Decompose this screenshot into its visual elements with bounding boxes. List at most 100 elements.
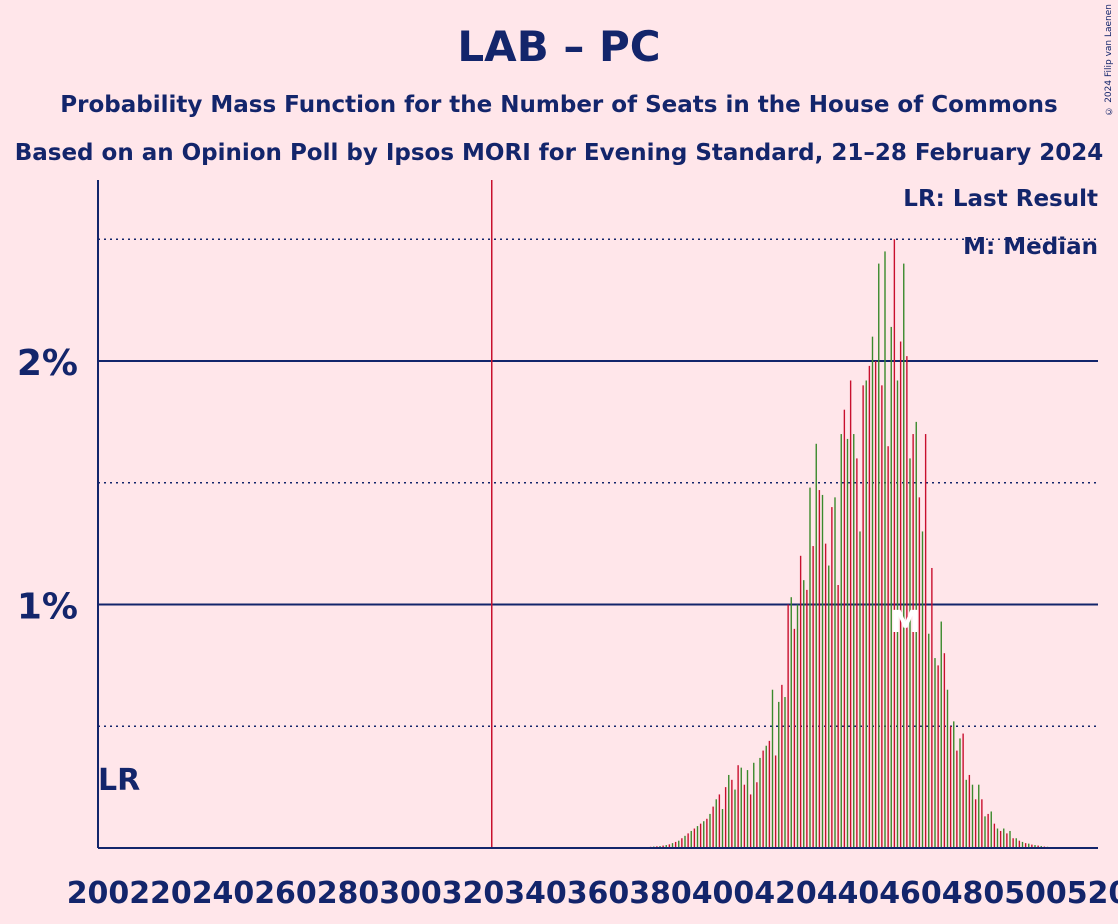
x-tick-label: 460 — [879, 876, 942, 911]
bar-seat-407 — [743, 784, 746, 848]
bar-seat-477 — [962, 733, 964, 848]
bar-seat-417 — [774, 755, 777, 848]
bar-seat-424 — [796, 604, 799, 848]
x-tick-label: 220 — [129, 876, 192, 911]
bar-seat-393 — [699, 823, 702, 848]
chart-source: Based on an Opinion Poll by Ipsos MORI f… — [14, 140, 1104, 166]
bar-seat-475 — [956, 750, 958, 848]
legend-last-result: LR: Last Result — [903, 186, 1098, 212]
bar-seat-435 — [831, 507, 833, 848]
bar-seat-422 — [790, 597, 792, 848]
bar-seat-491 — [1006, 833, 1008, 848]
bar-seat-469 — [937, 665, 939, 848]
bar-seat-460 — [909, 458, 911, 848]
bar-seat-399 — [718, 794, 721, 848]
bar-seat-474 — [953, 721, 955, 848]
bar-seat-454 — [890, 326, 892, 848]
bar-seat-418 — [778, 701, 780, 848]
bar-seat-448 — [871, 336, 874, 848]
bar-seat-414 — [765, 745, 767, 848]
bar-seat-501 — [1037, 845, 1039, 848]
x-tick-label: 280 — [317, 876, 380, 911]
bar-seat-404 — [734, 789, 736, 848]
bar-seat-499 — [1031, 844, 1033, 848]
bar-seat-438 — [840, 434, 842, 848]
bar-seat-466 — [928, 633, 930, 848]
bar-seat-386 — [678, 840, 680, 848]
bar-seat-473 — [949, 726, 952, 848]
bar-seat-446 — [865, 380, 867, 848]
bar-seat-405 — [737, 765, 739, 848]
bar-seat-498 — [1028, 843, 1030, 848]
bar-seat-480 — [971, 784, 974, 848]
x-tick-label: 240 — [192, 876, 255, 911]
bar-seat-471 — [943, 653, 946, 848]
bar-seat-450 — [878, 263, 880, 849]
last-result-label: LR — [98, 763, 140, 798]
bar-seat-495 — [1018, 840, 1021, 848]
bar-seat-463 — [918, 497, 921, 848]
bar-seat-478 — [965, 779, 967, 848]
x-tick-label: 200 — [67, 876, 130, 911]
bar-seat-500 — [1034, 845, 1036, 848]
bar-seat-384 — [671, 843, 674, 848]
median-label: M — [890, 605, 920, 640]
bar-seat-483 — [981, 799, 983, 848]
bar-seat-401 — [724, 787, 727, 848]
bar-seat-492 — [1009, 830, 1011, 848]
x-tick-label: 300 — [379, 876, 442, 911]
bar-seat-453 — [887, 446, 889, 848]
bar-seat-387 — [681, 838, 683, 848]
bar-seat-392 — [696, 826, 699, 848]
bar-seat-487 — [993, 823, 996, 848]
bar-seat-406 — [740, 767, 742, 848]
bar-seat-456 — [896, 380, 899, 848]
bar-seat-496 — [1021, 841, 1024, 848]
bar-seat-395 — [706, 818, 708, 848]
x-tick-label: 380 — [629, 876, 692, 911]
bar-seat-490 — [1003, 828, 1005, 848]
bar-seat-451 — [881, 385, 883, 848]
bar-seat-421 — [787, 604, 789, 848]
bar-seat-459 — [906, 356, 908, 848]
chart-subtitle: Probability Mass Function for the Number… — [60, 92, 1058, 118]
bar-seat-440 — [846, 438, 849, 848]
bar-seat-409 — [749, 794, 752, 848]
bar-seat-488 — [996, 828, 999, 848]
bar-seat-494 — [1015, 838, 1017, 848]
bar-seat-444 — [859, 531, 861, 848]
bar-seat-486 — [990, 811, 992, 848]
bar-seat-394 — [703, 821, 705, 848]
bar-seat-468 — [934, 658, 936, 848]
bar-seat-413 — [762, 750, 764, 848]
bar-seat-497 — [1024, 843, 1027, 848]
bar-seat-396 — [709, 813, 711, 848]
y-tick-label: 1% — [17, 587, 78, 628]
bar-seat-455 — [893, 239, 896, 848]
legend-median: M: Median — [963, 234, 1098, 260]
bar-seat-431 — [818, 490, 821, 848]
x-tick-label: 340 — [504, 876, 567, 911]
bar-seat-428 — [809, 487, 811, 848]
bar-seat-382 — [665, 845, 667, 848]
bar-seat-434 — [828, 565, 830, 848]
bar-seat-403 — [731, 779, 733, 848]
bar-seat-436 — [834, 497, 836, 848]
bar-seat-389 — [687, 833, 689, 848]
bar-seat-449 — [874, 361, 877, 848]
bar-seat-411 — [756, 782, 758, 848]
bar-seat-430 — [815, 443, 817, 848]
x-tick-label: 320 — [442, 876, 505, 911]
bar-seat-416 — [771, 689, 774, 848]
bar-seat-441 — [849, 380, 852, 848]
bar-seat-484 — [984, 816, 986, 848]
bar-seat-423 — [793, 628, 796, 848]
bar-seat-464 — [921, 531, 924, 848]
x-tick-label: 260 — [254, 876, 317, 911]
bar-seat-410 — [753, 762, 755, 848]
bar-seat-397 — [712, 806, 714, 848]
bar-seat-467 — [931, 567, 933, 848]
bar-seat-433 — [824, 543, 827, 848]
bar-seat-489 — [999, 830, 1002, 848]
